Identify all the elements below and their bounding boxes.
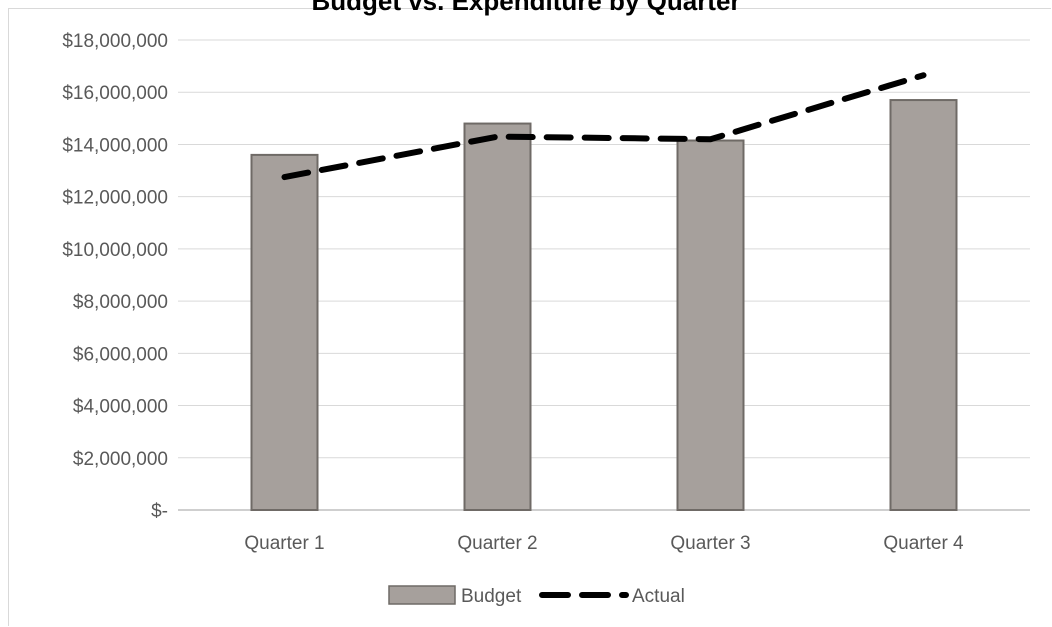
y-tick-label: $6,000,000 [73, 344, 168, 365]
budget-bar [463, 122, 532, 512]
legend-label-actual: Actual [632, 586, 685, 607]
y-tick-label: $14,000,000 [62, 135, 168, 156]
y-tick-label: $4,000,000 [73, 397, 168, 418]
x-tick-label: Quarter 3 [670, 533, 750, 554]
legend-label-budget: Budget [461, 586, 522, 607]
legend: Budget Actual [388, 585, 685, 607]
x-tick-label: Quarter 1 [244, 533, 324, 554]
x-tick-label: Quarter 4 [883, 533, 964, 554]
actual-line [281, 72, 927, 181]
actual-series-line [281, 72, 927, 181]
grid [178, 39, 1030, 511]
y-tick-label: $16,000,000 [62, 83, 168, 104]
y-tick-label: $- [151, 501, 168, 522]
y-tick-label: $10,000,000 [62, 240, 168, 261]
legend-swatch-budget [388, 585, 456, 605]
chart-title: Budget vs. Expenditure by Quarter [311, 0, 741, 16]
y-axis-ticks: $- $2,000,000 $4,000,000 $6,000,000 $8,000,0… [62, 31, 168, 522]
budget-bar [250, 153, 319, 511]
y-tick-label: $18,000,000 [62, 31, 168, 52]
x-tick-label: Quarter 2 [457, 533, 537, 554]
y-tick-label: $8,000,000 [73, 292, 168, 313]
y-tick-label: $12,000,000 [62, 188, 168, 209]
budget-bar [676, 139, 745, 511]
budget-bar [889, 99, 958, 512]
budget-bars [250, 99, 958, 512]
x-axis-ticks: Quarter 1 Quarter 2 Quarter 3 Quarter 4 [244, 533, 964, 554]
y-tick-label: $2,000,000 [73, 449, 168, 470]
